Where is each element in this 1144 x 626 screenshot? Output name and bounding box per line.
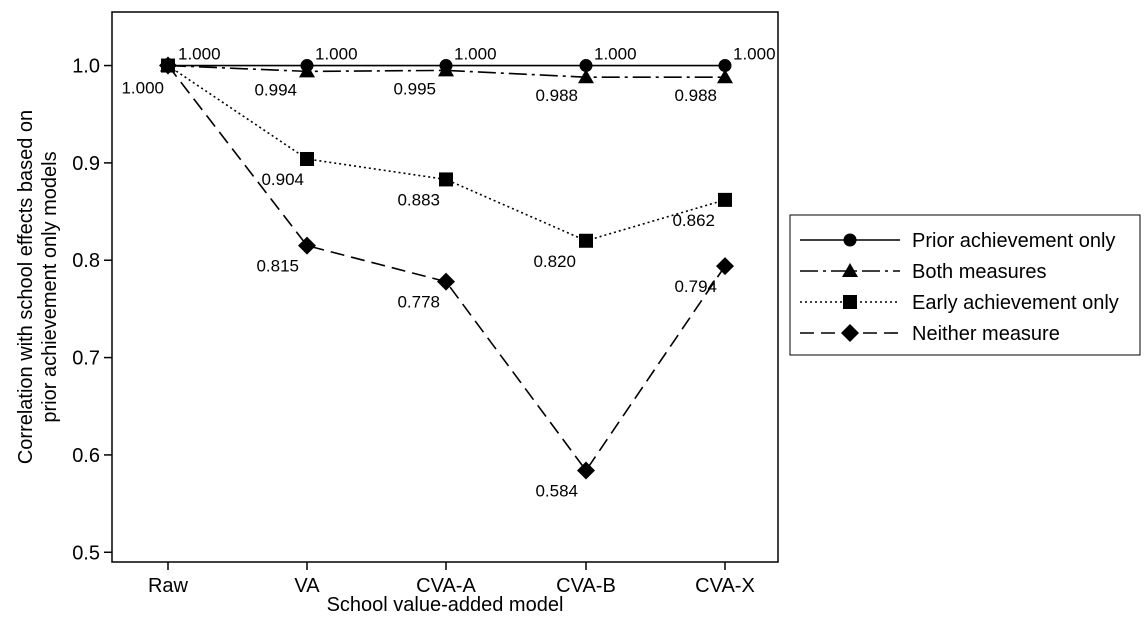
y-axis: 0.5 0.6 0.7 0.8 0.9 1.0 [72, 56, 112, 564]
legend-marker-early-achievement-only [843, 295, 857, 309]
marker-early-achievement-only [579, 233, 593, 248]
data-label-prior-achievement-only: 1.000 [594, 45, 637, 64]
legend-label-both-measures: Both measures [912, 261, 1047, 283]
x-tick-label: CVA-A [416, 575, 476, 597]
y-tick-label: 0.7 [72, 348, 100, 370]
y-tick-label: 0.6 [72, 445, 100, 467]
legend-label-early-achievement-only: Early achievement only [912, 292, 1119, 314]
legend-label-neither-measure: Neither measure [912, 323, 1060, 345]
data-label-early-achievement-only: 0.820 [533, 252, 576, 271]
marker-early-achievement-only [718, 192, 732, 207]
legend: Prior achievement only Both measures Early… [789, 214, 1141, 356]
y-tick-label: 1.0 [72, 56, 100, 78]
legend-marker-prior-achievement-only [843, 233, 857, 247]
series-line-early-achievement-only [167, 64, 726, 242]
data-label-both-measures: 0.988 [674, 86, 717, 105]
data-labels: 1.000 1.000 1.000 1.000 1.000 1.000 0.994 0.995… [121, 45, 775, 501]
data-label-prior-achievement-only: 1.000 [733, 45, 776, 64]
y-tick-label: 0.8 [72, 250, 100, 272]
data-label-prior-achievement-only: 1.000 [178, 45, 221, 64]
series-lines [167, 64, 726, 472]
data-label-neither-measure: 0.794 [674, 277, 717, 296]
data-label-both-measures: 0.988 [535, 86, 578, 105]
data-label-neither-measure: 0.815 [256, 257, 299, 276]
marker-early-achievement-only [439, 172, 453, 187]
x-tick-label: CVA-B [556, 575, 616, 597]
data-label-early-achievement-only: 0.883 [397, 190, 440, 209]
data-label-early-achievement-only: 0.904 [261, 170, 304, 189]
plot-frame [111, 11, 779, 563]
series-markers [159, 56, 734, 480]
marker-both-measures [299, 63, 315, 78]
x-axis-title: School value-added model [327, 594, 564, 616]
series-line-neither-measure [167, 65, 726, 472]
data-label-both-measures: 0.995 [393, 79, 436, 98]
marker-neither-measure [577, 461, 595, 480]
legend-marker-neither-measure [841, 324, 859, 342]
y-axis-title-line-1: Correlation with school effects based on [15, 110, 37, 464]
data-label-prior-achievement-only: 1.000 [315, 45, 358, 64]
legend-marker-both-measures [842, 263, 858, 277]
marker-both-measures [717, 69, 733, 84]
x-tick-label: CVA-X [695, 575, 755, 597]
x-tick-label: Raw [148, 575, 189, 597]
data-label-early-achievement-only: 0.862 [672, 211, 715, 230]
data-label-neither-measure: 0.778 [397, 293, 440, 312]
marker-neither-measure [716, 257, 734, 276]
data-label-both-measures: 0.994 [254, 80, 297, 99]
marker-neither-measure [159, 56, 177, 75]
marker-prior-achievement-only [579, 59, 593, 73]
y-axis-title-line-2: prior achievement only models [39, 151, 61, 422]
marker-neither-measure [298, 236, 316, 255]
x-tick-label: VA [294, 575, 320, 597]
marker-neither-measure [437, 272, 455, 291]
data-label-prior-achievement-only: 1.000 [454, 45, 497, 64]
legend-label-prior-achievement-only: Prior achievement only [912, 230, 1115, 252]
data-label-neither-measure: 0.584 [535, 481, 578, 500]
marker-both-measures [578, 69, 594, 84]
y-tick-label: 0.9 [72, 153, 100, 175]
data-label-both-measures: 1.000 [121, 79, 164, 98]
marker-both-measures [438, 62, 454, 77]
marker-prior-achievement-only [718, 59, 732, 73]
marker-early-achievement-only [300, 151, 314, 166]
x-axis: Raw VA CVA-A CVA-B CVA-X [148, 562, 755, 597]
y-tick-label: 0.5 [72, 542, 100, 564]
